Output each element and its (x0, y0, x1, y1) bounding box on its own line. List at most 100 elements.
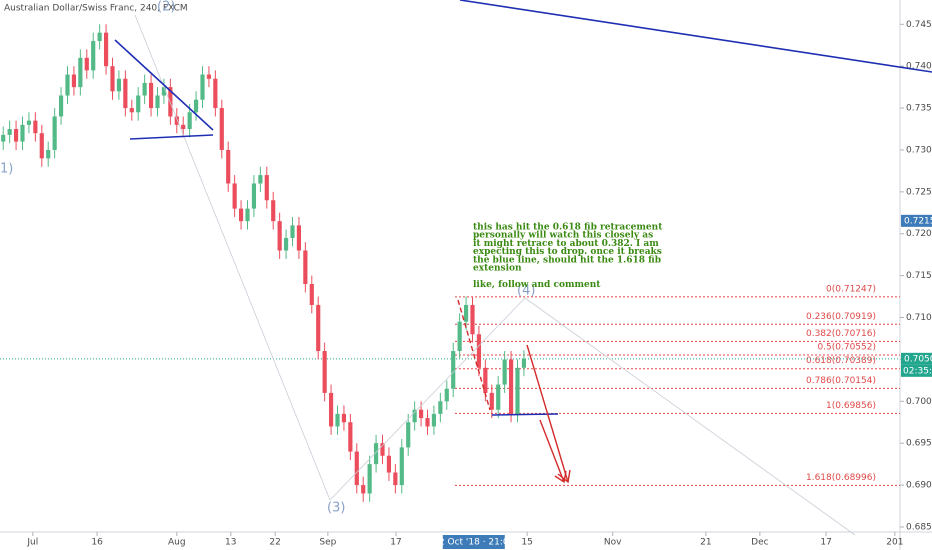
candle-body (361, 485, 366, 494)
candle-body (316, 304, 321, 352)
candle-body (7, 129, 12, 135)
candle-body (290, 225, 295, 238)
price-marker-label: 0.72154 (904, 216, 932, 226)
candle-body (174, 116, 179, 125)
annotation-line: like, follow and comment (473, 280, 601, 290)
candle-body (213, 78, 218, 109)
candle-body (444, 388, 449, 402)
x-tick-label: Sep (319, 538, 336, 548)
candle-body (33, 120, 38, 134)
candle-body (296, 225, 302, 251)
candle-body (470, 304, 475, 335)
candle-body (393, 472, 398, 486)
dashed-arrow (457, 299, 491, 411)
y-tick-label: 0.71500 (906, 271, 932, 281)
arrow-head (554, 470, 567, 484)
y-tick-label: 0.73000 (906, 145, 932, 155)
fib-label: 1(0.69856) (826, 401, 876, 411)
fib-label: 0.5(0.70552) (817, 343, 876, 353)
candle-body (20, 124, 25, 142)
candle-body (123, 78, 128, 109)
candle-body (406, 422, 411, 448)
wave-label: (4) (517, 284, 535, 299)
annotation-line: this has hit the 0.618 fib retracement (473, 223, 663, 233)
candle-body (238, 208, 244, 222)
y-tick-label: 0.72500 (906, 187, 932, 197)
candle-body (258, 175, 263, 184)
candle-body (373, 443, 379, 465)
price-marker-label: 0.70507 (904, 354, 932, 364)
candle-body (483, 367, 488, 393)
wave-label: (2) (157, 0, 175, 15)
candle-body (508, 359, 514, 414)
candle-body (245, 208, 250, 222)
x-tick-label: Dec (751, 538, 768, 548)
candle-body (226, 149, 231, 184)
candle-body (418, 409, 424, 419)
trend-line (114, 39, 214, 131)
candle-body (129, 108, 134, 113)
candle-body (328, 392, 334, 427)
candle-body (84, 57, 89, 71)
candle-body (71, 74, 77, 88)
x-tick-label: Aug (168, 538, 186, 548)
y-tick-label: 0.69500 (906, 439, 932, 449)
price-marker (901, 214, 932, 227)
candle-body (399, 447, 404, 486)
candle-body (168, 87, 173, 117)
candle-body (322, 351, 327, 393)
candle-body (264, 175, 269, 201)
candle-body (341, 413, 347, 423)
candle-body (181, 124, 186, 130)
wave-line (134, 14, 331, 501)
annotation-line: personally will watch this closely as (473, 231, 653, 241)
candle-body (78, 57, 83, 88)
candle-body (58, 95, 64, 117)
candle-body (116, 78, 122, 92)
x-tick-label: 13 (225, 538, 236, 548)
candle-body (271, 200, 276, 222)
countdown: 02:35:47 (903, 366, 932, 376)
fib-label: 0.618(0.70389) (806, 356, 876, 366)
annotation-line: the blue line, should hit the 1.618 fib (473, 255, 661, 265)
candle-body (476, 334, 482, 368)
candle-body (277, 221, 282, 251)
y-tick-label: 0.71000 (906, 313, 932, 323)
candle-body (438, 401, 443, 414)
drawings (114, 0, 932, 536)
candle-body (103, 32, 109, 67)
candle-body (219, 108, 224, 150)
x-tick-label: 22 (269, 538, 280, 548)
candle-body (206, 74, 212, 79)
candle-body (502, 359, 507, 385)
candle-body (283, 237, 289, 251)
candle-body (52, 116, 57, 150)
candle-body (431, 413, 437, 427)
fib-label: 0.236(0.70919) (806, 312, 876, 322)
candle-body (457, 321, 462, 352)
candle-body (515, 367, 520, 414)
trend-line (129, 134, 214, 140)
annotation-line: expecting this to drop. once it breaks (473, 247, 662, 257)
fib-label: 0(0.71247) (826, 284, 876, 294)
y-tick-label: 0.74000 (906, 62, 932, 72)
candle-body (1, 134, 6, 142)
x-tick-label: 16 (91, 538, 103, 548)
candle-body (386, 455, 392, 473)
x-tick-label: Jul (26, 538, 38, 548)
candle-body (354, 451, 359, 486)
candle-body (232, 183, 237, 209)
fib-label: 0.382(0.70716) (806, 329, 876, 339)
candle-body (13, 129, 19, 142)
candle-body (451, 351, 456, 389)
candle-body (463, 304, 469, 322)
candle-body (303, 250, 308, 285)
candle-body (489, 392, 494, 410)
wave-label: (3) (327, 501, 345, 516)
candle-body (367, 464, 372, 494)
candle-body (412, 409, 417, 423)
x-tick-label: Nov (604, 538, 622, 548)
x-tick-label: 21 (700, 538, 711, 548)
candle-body (309, 284, 314, 305)
